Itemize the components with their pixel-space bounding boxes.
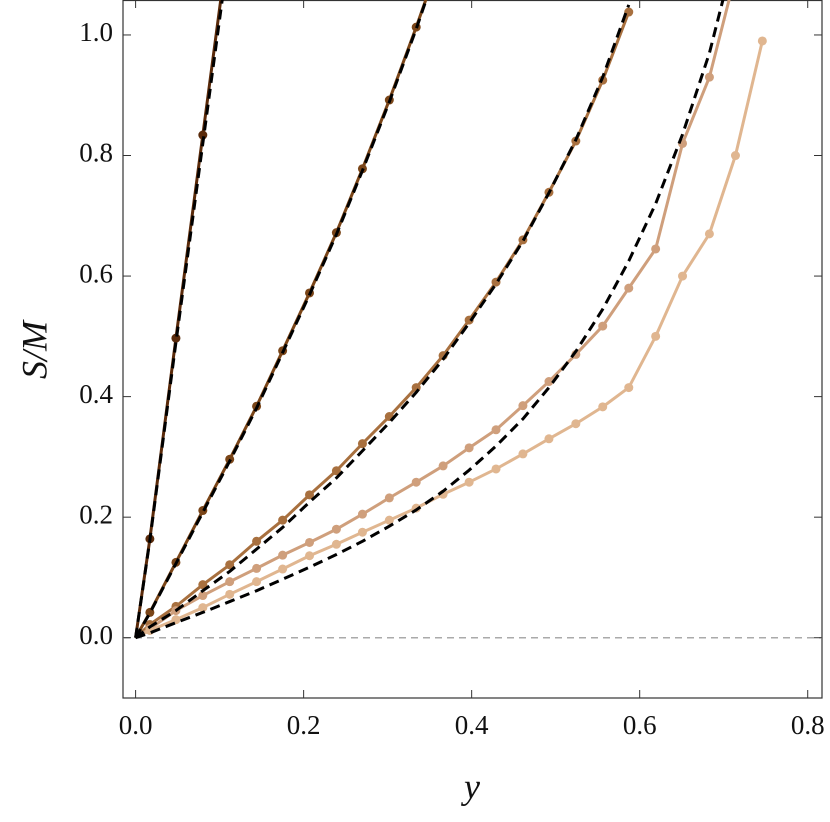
point — [518, 449, 528, 459]
point — [198, 591, 208, 601]
point — [704, 72, 714, 82]
point — [225, 560, 235, 570]
point — [252, 563, 262, 573]
point — [438, 461, 448, 471]
point — [544, 377, 554, 387]
point — [252, 577, 262, 587]
point — [305, 490, 315, 500]
point — [331, 524, 341, 534]
point — [598, 321, 608, 331]
point — [278, 515, 288, 525]
point — [624, 383, 634, 393]
point — [225, 589, 235, 599]
point — [278, 564, 288, 574]
point — [278, 550, 288, 560]
y-axis-title: S/M — [14, 319, 54, 379]
point — [678, 271, 688, 281]
point — [704, 229, 714, 239]
point — [331, 539, 341, 549]
point — [598, 402, 608, 412]
series-line — [134, 0, 731, 639]
y-tick-label: 0.6 — [79, 258, 113, 288]
y-tick-label: 0.4 — [79, 379, 113, 409]
y-tick-label: 0.2 — [79, 499, 113, 529]
point — [225, 577, 235, 587]
y-tick-label: 1.0 — [79, 17, 113, 47]
x-tick-label: 0.2 — [287, 710, 321, 740]
point — [331, 466, 341, 476]
point — [357, 527, 367, 537]
point — [171, 615, 181, 625]
point — [491, 425, 501, 435]
point — [384, 493, 394, 503]
point — [491, 464, 501, 474]
point — [624, 283, 634, 293]
series-line — [134, 11, 631, 639]
point — [651, 331, 661, 341]
point — [544, 434, 554, 444]
x-tick-label: 0.8 — [791, 710, 825, 740]
point — [518, 401, 528, 411]
point — [464, 477, 474, 487]
series-line — [134, 40, 764, 640]
point — [357, 439, 367, 449]
series-line — [134, 0, 428, 639]
dashed-line — [134, 0, 224, 638]
x-tick-label: 0.0 — [119, 710, 153, 740]
plot-frame — [122, 0, 823, 699]
point — [357, 509, 367, 519]
point — [411, 477, 421, 487]
point — [757, 36, 767, 46]
dashed-line — [134, 4, 631, 639]
point — [252, 536, 262, 546]
point — [651, 244, 661, 254]
point — [571, 419, 581, 429]
dashed-line — [134, 0, 428, 639]
y-tick-label: 0.0 — [79, 620, 113, 650]
x-axis-title: y — [461, 766, 480, 806]
x-tick-label: 0.4 — [455, 710, 489, 740]
point — [305, 551, 315, 561]
point — [305, 537, 315, 547]
point — [730, 151, 740, 161]
plot-area — [123, 0, 822, 640]
x-tick-label: 0.6 — [623, 710, 657, 740]
point — [198, 580, 208, 590]
point — [464, 443, 474, 453]
point — [384, 515, 394, 525]
y-tick-label: 0.8 — [79, 138, 113, 168]
point — [198, 603, 208, 613]
dashed-line — [135, 0, 725, 640]
